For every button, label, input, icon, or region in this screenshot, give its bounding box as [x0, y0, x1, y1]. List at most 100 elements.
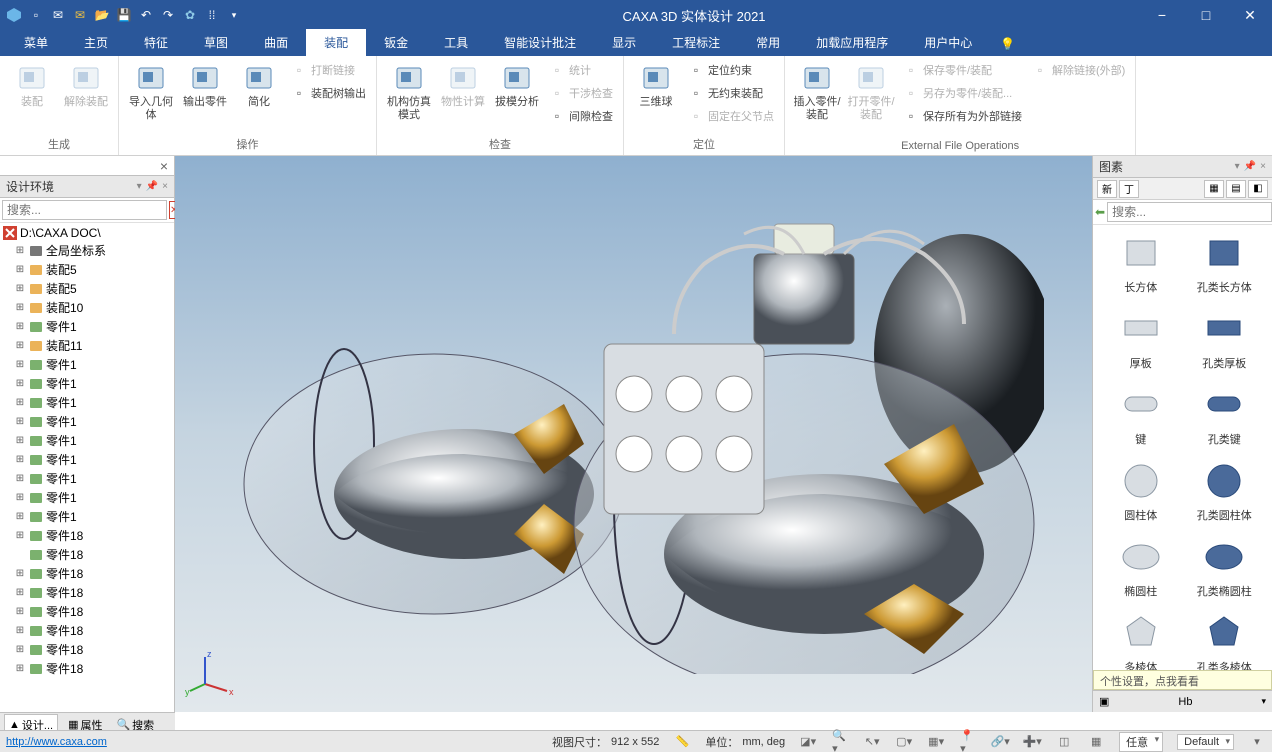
panel-x-icon[interactable]: ×	[162, 181, 168, 192]
ribbon-tab-12[interactable]: 加载应用程序	[798, 29, 906, 56]
shape-item[interactable]: 孔类键	[1189, 383, 1259, 447]
ribbon-bigbtn[interactable]: 打开零件/装配	[845, 60, 897, 124]
shape-item[interactable]: 孔类椭圆柱	[1189, 535, 1259, 599]
tree-item[interactable]: ⊞零件1	[0, 469, 174, 488]
ribbon-smallbtn[interactable]: ▫统计	[545, 60, 617, 80]
expand-icon[interactable]: ⊞	[14, 530, 26, 541]
undo-icon[interactable]: ↶	[136, 5, 156, 25]
shape-item[interactable]: 孔类圆柱体	[1189, 459, 1259, 523]
ribbon-tab-10[interactable]: 工程标注	[654, 29, 738, 56]
ribbon-smallbtn[interactable]: ▫固定在父节点	[684, 106, 778, 126]
shape-item[interactable]: 键	[1106, 383, 1176, 447]
sb-ruler-icon[interactable]: 📏	[673, 734, 691, 750]
tree-item[interactable]: ⊞零件1	[0, 450, 174, 469]
tree-item[interactable]: ⊞零件1	[0, 355, 174, 374]
shape-item[interactable]: 孔类厚板	[1189, 307, 1259, 371]
expand-icon[interactable]: ⊞	[14, 283, 26, 294]
tool-t-icon[interactable]: 丁	[1119, 180, 1139, 198]
tree-item[interactable]: ⊞零件18	[0, 564, 174, 583]
rpanel-x-icon[interactable]: ×	[1260, 161, 1266, 172]
ribbon-bigbtn[interactable]: 简化	[233, 60, 285, 111]
rfooter-dropdown-icon[interactable]: ▾	[1261, 696, 1266, 707]
expand-icon[interactable]: ⊞	[14, 302, 26, 313]
tree-item[interactable]: ⊞零件18	[0, 526, 174, 545]
expand-icon[interactable]: ⊞	[14, 511, 26, 522]
qat-dropdown-icon[interactable]: ▾	[224, 5, 244, 25]
sb-plus-icon[interactable]: ➕▾	[1023, 734, 1041, 750]
ribbon-tab-0[interactable]: 菜单	[6, 29, 66, 56]
redo-icon[interactable]: ↷	[158, 5, 178, 25]
ribbon-smallbtn[interactable]: ▫定位约束	[684, 60, 778, 80]
ribbon-bigbtn[interactable]: 插入零件/装配	[791, 60, 843, 124]
expand-icon[interactable]: ⊞	[14, 264, 26, 275]
tree-item[interactable]: ⊞零件1	[0, 507, 174, 526]
ribbon-bigbtn[interactable]: 物性计算	[437, 60, 489, 111]
ribbon-smallbtn[interactable]: ▫干涉检查	[545, 83, 617, 103]
tree-item[interactable]: ⊞装配5	[0, 279, 174, 298]
shape-item[interactable]: 孔类多棱体	[1189, 611, 1259, 670]
rpanel-dropdown-icon[interactable]: ▾	[1235, 161, 1240, 172]
sb-filter-icon[interactable]: ◪▾	[799, 734, 817, 750]
tree-root[interactable]: D:\CAXA DOC\	[0, 225, 174, 241]
shape-item[interactable]: 椭圆柱	[1106, 535, 1176, 599]
ribbon-tab-5[interactable]: 装配	[306, 29, 366, 56]
homepage-link[interactable]: http://www.caxa.com	[6, 736, 107, 748]
tool-new-icon[interactable]: 新	[1097, 180, 1117, 198]
ribbon-tab-11[interactable]: 常用	[738, 29, 798, 56]
tool-c-icon[interactable]: ◧	[1248, 180, 1268, 198]
ribbon-tab-9[interactable]: 显示	[594, 29, 654, 56]
help-icon[interactable]: 💡	[990, 32, 1025, 56]
close-button[interactable]: ✕	[1228, 0, 1272, 30]
expand-icon[interactable]: ⊞	[14, 340, 26, 351]
tree-item[interactable]: ⊞装配5	[0, 260, 174, 279]
tree-item[interactable]: ⊞零件1	[0, 393, 174, 412]
panel-pin-icon[interactable]: 📌	[146, 181, 158, 192]
tree-item[interactable]: 零件18	[0, 545, 174, 564]
ribbon-tab-8[interactable]: 智能设计批注	[486, 29, 594, 56]
app-logo-icon[interactable]	[4, 5, 24, 25]
tree-item[interactable]: ⊞零件18	[0, 659, 174, 678]
shape-item[interactable]: 厚板	[1106, 307, 1176, 371]
shape-item[interactable]: 圆柱体	[1106, 459, 1176, 523]
ribbon-smallbtn[interactable]: ▫打断链接	[287, 60, 370, 80]
expand-icon[interactable]: ⊞	[14, 378, 26, 389]
ribbon-tab-3[interactable]: 草图	[186, 29, 246, 56]
shape-item[interactable]: 多棱体	[1106, 611, 1176, 670]
expand-icon[interactable]: ⊞	[14, 359, 26, 370]
tree-item[interactable]: ⊞零件18	[0, 583, 174, 602]
sb-cursor-icon[interactable]: ↖▾	[863, 734, 881, 750]
sb-layer-icon[interactable]: ▦▾	[927, 734, 945, 750]
sb-pin-icon[interactable]: 📍▾	[959, 734, 977, 750]
tree-item[interactable]: ⊞装配11	[0, 336, 174, 355]
tree-item[interactable]: ⊞零件18	[0, 602, 174, 621]
expand-icon[interactable]: ⊞	[14, 587, 26, 598]
sb-box-icon[interactable]: ▢▾	[895, 734, 913, 750]
ribbon-tab-1[interactable]: 主页	[66, 29, 126, 56]
sb-layers2-icon[interactable]: ◫	[1055, 734, 1073, 750]
ribbon-bigbtn[interactable]: 装配	[6, 60, 58, 111]
tree-item[interactable]: ⊞零件18	[0, 621, 174, 640]
ribbon-tab-13[interactable]: 用户中心	[906, 29, 990, 56]
expand-icon[interactable]: ⊞	[14, 644, 26, 655]
ribbon-smallbtn[interactable]: ▫装配树输出	[287, 83, 370, 103]
sb-end-icon[interactable]: ▾	[1248, 734, 1266, 750]
open-icon[interactable]: 📂	[92, 5, 112, 25]
ribbon-tab-7[interactable]: 工具	[426, 29, 486, 56]
ribbon-smallbtn[interactable]: ▫间隙检查	[545, 106, 617, 126]
ribbon-smallbtn[interactable]: ▫无约束装配	[684, 83, 778, 103]
expand-icon[interactable]: ⊞	[14, 625, 26, 636]
design-tree[interactable]: D:\CAXA DOC\⊞全局坐标系⊞装配5⊞装配5⊞装配10⊞零件1⊞装配11…	[0, 223, 174, 712]
expand-icon[interactable]: ⊞	[14, 321, 26, 332]
grid-icon[interactable]: ⁞⁞	[202, 5, 222, 25]
new-icon[interactable]: ▫	[26, 5, 46, 25]
expand-icon[interactable]: ⊞	[14, 606, 26, 617]
expand-icon[interactable]: ⊞	[14, 568, 26, 579]
expand-icon[interactable]: ⊞	[14, 397, 26, 408]
tree-item[interactable]: ⊞零件18	[0, 640, 174, 659]
save-icon[interactable]: 💾	[114, 5, 134, 25]
ribbon-bigbtn[interactable]: 机构仿真模式	[383, 60, 435, 124]
ribbon-tab-6[interactable]: 钣金	[366, 29, 426, 56]
shape-grid[interactable]: 长方体孔类长方体厚板孔类厚板键孔类键圆柱体孔类圆柱体椭圆柱孔类椭圆柱多棱体孔类多…	[1093, 225, 1272, 670]
tree-item[interactable]: ⊞零件1	[0, 317, 174, 336]
settings-icon[interactable]: ✿	[180, 5, 200, 25]
